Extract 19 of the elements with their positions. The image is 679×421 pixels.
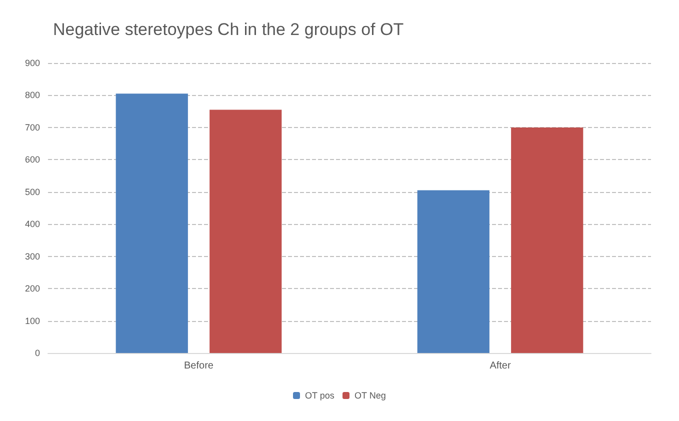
y-tick-label: 100	[24, 316, 40, 326]
y-tick-label: 200	[24, 284, 40, 294]
y-tick-label: 700	[24, 122, 40, 132]
chart-title: Negative steretoypes Ch in the 2 groups of OT	[53, 20, 404, 39]
bar	[116, 94, 188, 353]
y-tick-label: 0	[34, 348, 40, 358]
y-tick-label: 900	[24, 58, 40, 68]
y-tick-label: 400	[24, 219, 40, 230]
x-tick-label: After	[490, 360, 512, 372]
legend-label: OT Neg	[354, 390, 386, 400]
y-tick-label: 600	[24, 154, 40, 165]
bar	[417, 190, 490, 353]
y-tick-label: 300	[24, 251, 40, 262]
y-tick-label: 500	[24, 186, 40, 197]
bar	[210, 110, 282, 353]
legend-label: OT pos	[304, 390, 335, 400]
bar	[511, 127, 584, 353]
x-tick-label: Before	[184, 360, 214, 372]
y-tick-label: 800	[24, 90, 40, 100]
